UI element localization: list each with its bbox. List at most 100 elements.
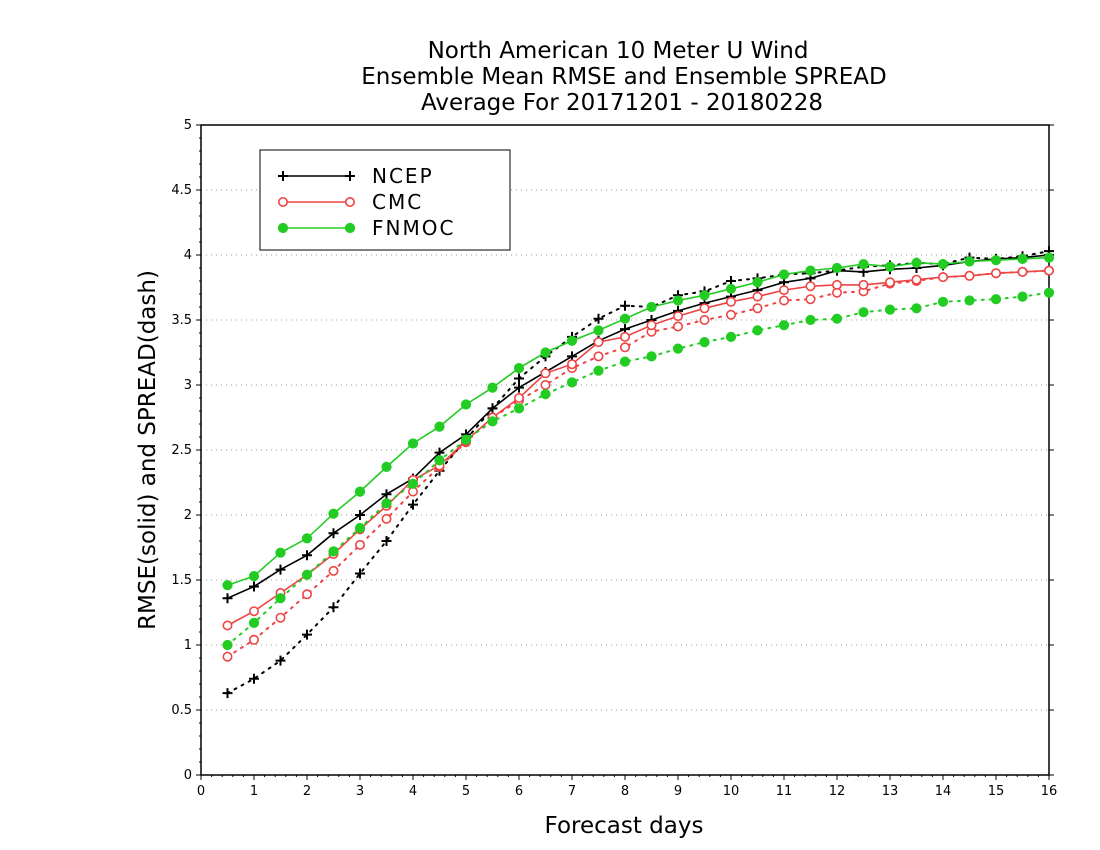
fnmoc-rmse-point (619, 313, 631, 324)
y-tick-label: 4.5 (171, 183, 192, 198)
series-fnmoc (222, 252, 1055, 651)
x-tick-label: 8 (621, 784, 629, 799)
x-axis-label: Forecast days (545, 813, 704, 839)
cmc-rmse-point (778, 285, 789, 296)
x-tick-label: 16 (1041, 784, 1058, 799)
fnmoc-spread-point (540, 389, 551, 400)
cmc-rmse-point (513, 392, 524, 403)
fnmoc-spread-point (752, 325, 763, 336)
legend-marker (277, 222, 289, 234)
fnmoc-rmse-point (752, 277, 763, 288)
x-tick-label: 7 (568, 784, 576, 799)
fnmoc-rmse-point (487, 382, 498, 393)
series-ncep (222, 246, 1054, 699)
y-axis-label: RMSE(solid) and SPREAD(dash) (135, 270, 161, 630)
y-tick-label: 0 (184, 768, 192, 783)
x-tick-label: 14 (935, 784, 952, 799)
title-line-1: North American 10 Meter U Wind (428, 38, 809, 64)
fnmoc-rmse-point (275, 547, 286, 558)
cmc-spread-point (275, 612, 286, 623)
fnmoc-rmse-point (937, 259, 949, 270)
cmc-spread-point (805, 294, 816, 305)
cmc-rmse-point (725, 296, 736, 307)
fnmoc-spread-point (619, 356, 631, 367)
fnmoc-spread-line (226, 291, 1050, 646)
fnmoc-rmse-point (646, 301, 657, 313)
fnmoc-rmse-point (964, 256, 975, 267)
cmc-rmse-point (699, 303, 710, 314)
cmc-spread-point (328, 565, 339, 576)
cmc-spread-point (354, 539, 365, 550)
cmc-spread-point (540, 379, 551, 390)
fnmoc-spread-point (460, 434, 472, 445)
title-line-2: Ensemble Mean RMSE and Ensemble SPREAD (361, 64, 886, 90)
chart-title: North American 10 Meter U Wind Ensemble … (361, 38, 886, 116)
cmc-rmse-point (249, 606, 260, 617)
fnmoc-spread-point (593, 365, 604, 376)
legend-entry-fnmoc: FNMOC (277, 216, 453, 240)
ncep-spread-point (514, 373, 524, 384)
series-cmc (222, 265, 1055, 662)
x-tick-label: 12 (829, 784, 846, 799)
fnmoc-spread-point (222, 639, 233, 651)
legend-entry-cmc: CMC (277, 190, 423, 214)
fnmoc-spread-point (937, 296, 949, 307)
ncep-rmse-point (381, 489, 392, 500)
x-tick-label: 4 (409, 784, 417, 799)
cmc-rmse-point (752, 291, 763, 302)
x-tick-label: 0 (197, 784, 205, 799)
x-tick-label: 3 (356, 784, 364, 799)
fnmoc-spread-point (778, 320, 790, 331)
legend-marker (278, 171, 288, 181)
ncep-rmse-point (328, 528, 339, 539)
ncep-spread-point (355, 568, 365, 579)
ncep-spread-point (302, 629, 312, 640)
cmc-spread-point (619, 342, 630, 353)
fnmoc-rmse-point (513, 363, 525, 374)
ncep-spread-point (593, 313, 604, 324)
fnmoc-spread-point (301, 569, 313, 580)
x-tick-label: 2 (303, 784, 311, 799)
ncep-rmse-point (487, 403, 498, 414)
fnmoc-rmse-point (566, 335, 578, 346)
cmc-rmse-point (672, 311, 683, 322)
ncep-spread-point (381, 536, 392, 546)
fnmoc-rmse-point (778, 269, 790, 280)
legend-marker (344, 197, 355, 208)
fnmoc-spread-point (487, 416, 498, 427)
fnmoc-rmse-point (540, 347, 551, 358)
x-tick-label: 10 (723, 784, 740, 799)
cmc-spread-point (672, 321, 683, 332)
cmc-spread-point (381, 513, 392, 524)
ncep-rmse-point (302, 550, 312, 561)
ncep-spread-point (408, 499, 418, 510)
cmc-spread-point (778, 295, 789, 306)
ncep-rmse-point (275, 564, 286, 575)
fnmoc-rmse-point (222, 580, 233, 591)
legend-marker (344, 222, 356, 234)
cmc-rmse-point (593, 337, 604, 348)
fnmoc-rmse-point (248, 571, 260, 582)
fnmoc-spread-point (805, 314, 816, 326)
cmc-spread-point (593, 351, 604, 362)
fnmoc-rmse-point (1043, 252, 1055, 263)
x-tick-label: 6 (515, 784, 523, 799)
x-tick-label: 9 (674, 784, 682, 799)
fnmoc-rmse-point (434, 421, 445, 432)
fnmoc-spread-point (699, 337, 710, 348)
ncep-rmse-point (514, 382, 524, 393)
legend-label: CMC (372, 190, 423, 214)
fnmoc-spread-point (275, 593, 286, 604)
cmc-rmse-point (884, 277, 895, 288)
fnmoc-spread-point (646, 351, 657, 362)
cmc-rmse-point (540, 368, 551, 379)
x-tick-label: 15 (988, 784, 1005, 799)
fnmoc-rmse-line (226, 256, 1050, 587)
y-tick-label: 2.5 (171, 443, 192, 458)
fnmoc-spread-point (884, 304, 896, 315)
y-tick-label: 4 (184, 248, 192, 263)
data-series (222, 246, 1055, 699)
ncep-rmse-point (355, 510, 365, 520)
ncep-spread-line (226, 250, 1050, 695)
